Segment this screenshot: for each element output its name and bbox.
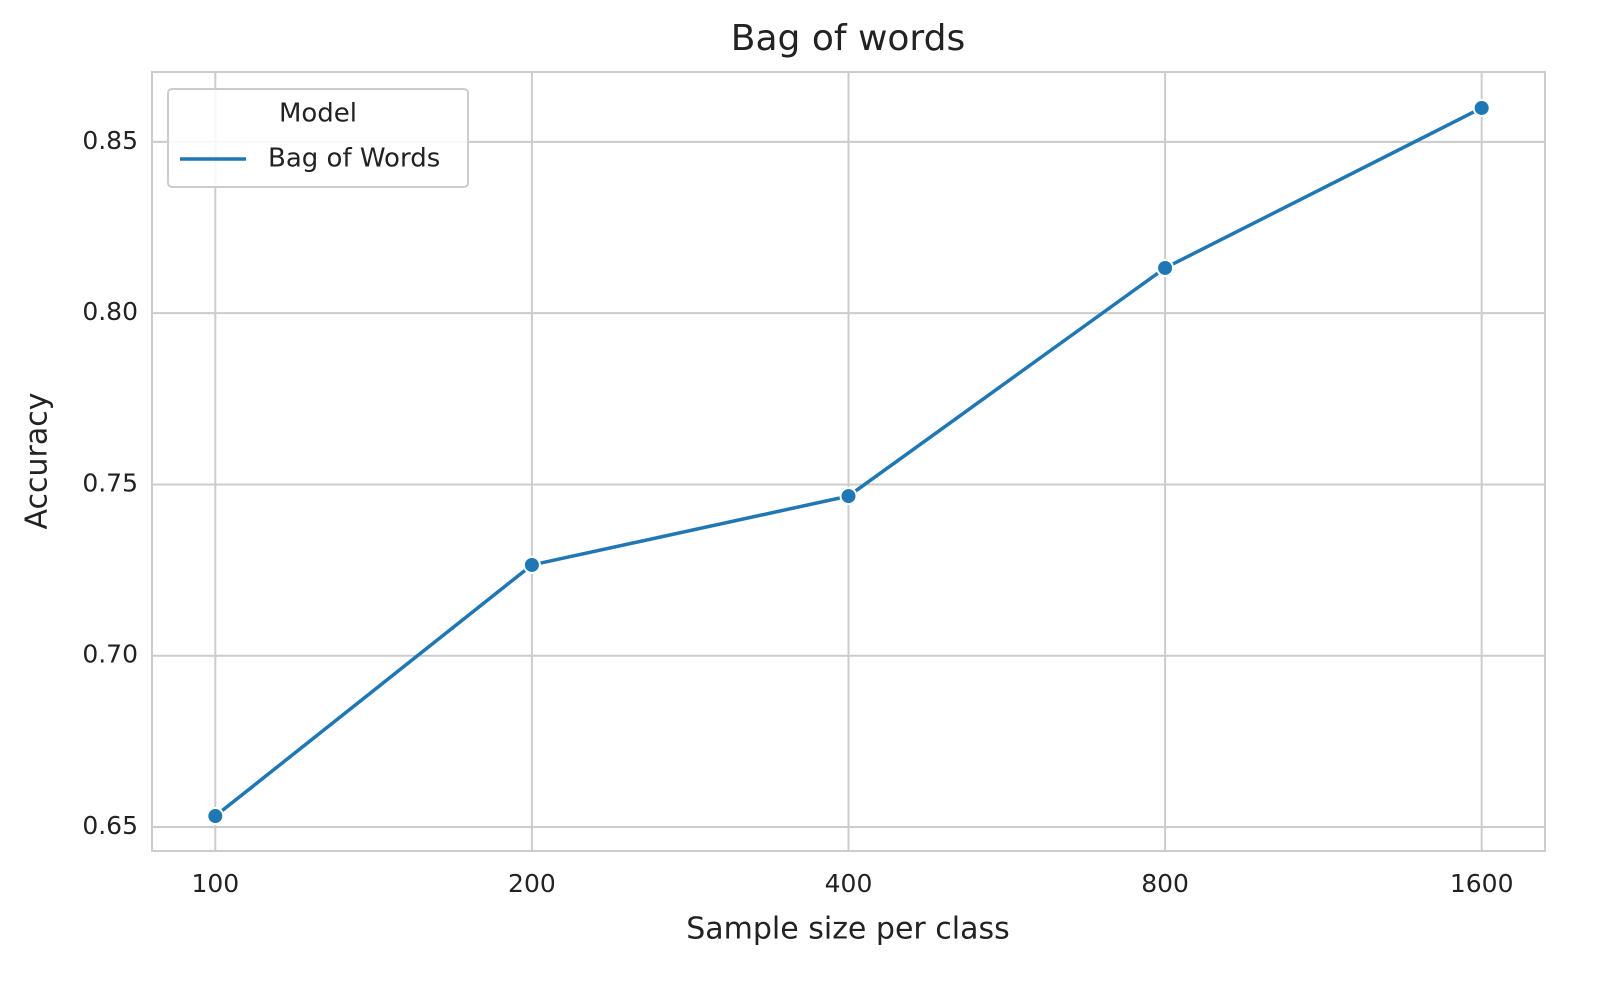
point <box>206 807 225 826</box>
y-tick-label: 0.65 <box>82 811 138 840</box>
plot-frame <box>151 71 1546 852</box>
legend-title: Model <box>279 99 357 129</box>
y-tick-label: 0.75 <box>82 468 138 497</box>
y-tick-label: 0.70 <box>82 640 138 669</box>
chart-title: Bag of words <box>731 18 965 59</box>
legend-box <box>167 88 469 188</box>
point <box>522 555 541 574</box>
point <box>1472 98 1491 117</box>
x-tick-label: 200 <box>508 869 556 898</box>
point <box>1156 258 1175 277</box>
x-tick-label: 1600 <box>1450 869 1514 898</box>
x-tick-label: 800 <box>1141 869 1189 898</box>
x-tick-label: 400 <box>825 869 873 898</box>
point <box>839 487 858 506</box>
y-axis-label: Accuracy <box>20 393 55 530</box>
legend-label: Bag of Words <box>268 144 440 174</box>
y-tick-label: 0.85 <box>82 126 138 155</box>
x-axis-label: Sample size per class <box>686 912 1010 947</box>
y-tick-label: 0.80 <box>82 297 138 326</box>
x-tick-label: 100 <box>191 869 239 898</box>
